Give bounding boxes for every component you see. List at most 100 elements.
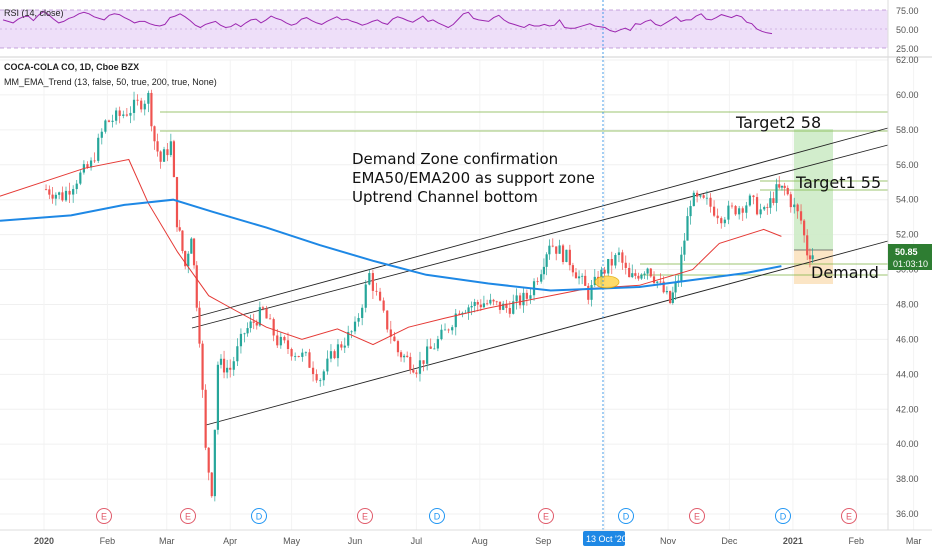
candle-body	[755, 197, 759, 215]
candle-body	[548, 245, 551, 255]
note-line-1: Demand Zone confirmation	[352, 150, 558, 168]
candle-body	[512, 301, 515, 314]
indicator-label: MM_EMA_Trend (13, false, 50, true, 200, …	[4, 77, 217, 87]
candle-body	[674, 281, 677, 293]
candle	[454, 308, 457, 336]
uptrend-channel	[191, 127, 889, 426]
event-marker[interactable]: E	[689, 508, 705, 524]
event-marker[interactable]: E	[538, 508, 554, 524]
candle-body	[752, 195, 755, 198]
candle-body	[590, 285, 593, 300]
candle	[617, 247, 621, 263]
candle	[326, 350, 329, 375]
candle	[479, 299, 482, 311]
candle	[565, 249, 568, 263]
candle-body	[454, 313, 457, 328]
time-tick-label: Sep	[535, 536, 551, 546]
candle	[216, 361, 220, 435]
candle-body	[190, 238, 193, 254]
candle-body	[561, 245, 565, 262]
candle-body	[347, 331, 350, 346]
time-x-axis[interactable]: 2020FebMarAprMayJunJulAugSepOctNovDec202…	[34, 536, 921, 546]
candle-body	[89, 160, 93, 168]
candle	[683, 232, 686, 262]
candle-body	[631, 273, 634, 278]
candle	[219, 354, 223, 369]
candle-body	[396, 341, 400, 353]
event-marker-circle	[841, 508, 857, 524]
event-marker[interactable]: E	[180, 508, 196, 524]
candle-body	[640, 274, 643, 279]
candle-body	[166, 149, 169, 156]
price-y-axis[interactable]: 62.0060.0058.0056.0054.0052.0050.0048.00…	[896, 55, 919, 519]
event-marker-letter: D	[256, 512, 263, 522]
candle-body	[775, 184, 778, 203]
price-tick-label: 60.00	[896, 90, 919, 100]
candle-body	[617, 252, 621, 255]
candle-body	[489, 299, 492, 304]
event-marker[interactable]: E	[96, 508, 112, 524]
candle	[649, 267, 652, 278]
candle	[322, 369, 325, 386]
candle	[371, 269, 375, 299]
candle-body	[239, 333, 243, 347]
channel-lower-line	[205, 240, 889, 426]
candle	[525, 289, 528, 306]
candle-body	[150, 92, 153, 127]
candle-body	[399, 352, 403, 358]
candle	[249, 314, 252, 333]
candle-body	[315, 374, 318, 381]
candle-body	[389, 329, 392, 337]
candle	[213, 429, 216, 502]
event-marker[interactable]: E	[357, 508, 373, 524]
candle-body	[577, 276, 581, 279]
candle	[100, 128, 103, 145]
candle-body	[443, 329, 447, 331]
candle-body	[646, 268, 649, 274]
candle-body	[249, 321, 252, 329]
event-marker[interactable]: D	[775, 508, 791, 524]
candle-body	[780, 185, 784, 188]
candle	[473, 298, 476, 313]
event-marker[interactable]: D	[618, 508, 634, 524]
candle-body	[769, 198, 772, 208]
candle-body	[111, 120, 114, 122]
candles	[44, 89, 814, 502]
candle	[412, 364, 415, 374]
candle	[340, 341, 343, 351]
candle	[201, 340, 204, 398]
event-marker[interactable]: D	[251, 508, 267, 524]
time-tick-label: Nov	[660, 536, 677, 546]
candle	[166, 143, 169, 162]
candle-body	[272, 319, 275, 336]
candle	[720, 216, 723, 229]
event-marker[interactable]: E	[841, 508, 857, 524]
candle	[652, 271, 656, 286]
candle-body	[409, 356, 412, 370]
candle	[796, 203, 799, 219]
event-marker-circle	[180, 508, 196, 524]
candle	[75, 179, 78, 194]
candle-body	[440, 329, 443, 340]
candle-body	[326, 358, 329, 372]
event-marker-letter: E	[694, 512, 700, 522]
candle	[61, 186, 64, 202]
candle-body	[353, 321, 357, 332]
candle	[89, 157, 93, 171]
candle-body	[522, 292, 525, 306]
candle-body	[187, 253, 190, 267]
candle-body	[542, 266, 546, 275]
event-marker-letter: E	[846, 512, 852, 522]
channel-middle-line	[191, 144, 889, 329]
candle-body	[656, 281, 659, 283]
candle	[393, 331, 396, 342]
candle-body	[44, 189, 48, 191]
candle	[396, 339, 400, 357]
candle	[243, 332, 246, 343]
event-marker[interactable]: D	[429, 508, 445, 524]
candle	[190, 237, 193, 254]
candle-body	[436, 339, 439, 349]
